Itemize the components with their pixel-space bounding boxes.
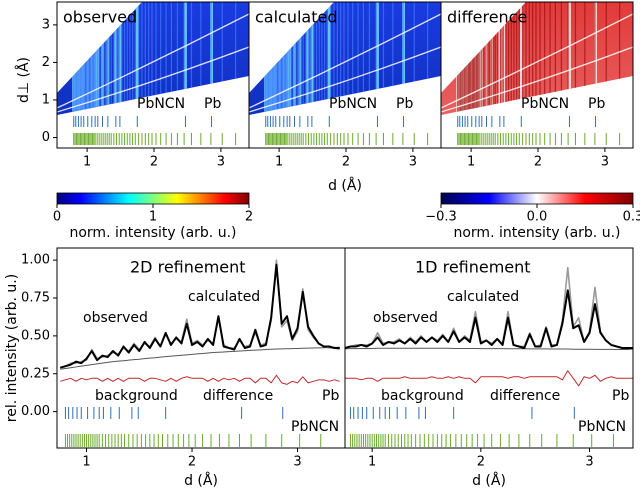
panel-title: difference bbox=[447, 8, 527, 27]
x-tick-label: 1 bbox=[467, 155, 475, 170]
powder-line bbox=[441, 13, 633, 109]
powder-line bbox=[249, 13, 441, 109]
colorbar-tick-label: 0 bbox=[53, 210, 61, 225]
x-tick-label: 2 bbox=[188, 455, 196, 470]
series-label: difference bbox=[203, 388, 273, 404]
series-label: observed bbox=[373, 310, 438, 326]
x-tick-label: 2 bbox=[477, 455, 485, 470]
colorbar-tick-label: 1 bbox=[149, 210, 157, 225]
y-tick-label: 1.00 bbox=[21, 253, 50, 268]
series-label: calculated bbox=[188, 289, 260, 305]
series-line bbox=[345, 347, 633, 351]
phase-label: PbNCN bbox=[329, 96, 377, 112]
phase-label: Pb bbox=[204, 96, 221, 112]
powder-line bbox=[57, 46, 249, 113]
x-tick-label: 3 bbox=[293, 455, 301, 470]
x-tick-label: 1 bbox=[275, 155, 283, 170]
y-tick-label: 0.50 bbox=[21, 328, 50, 343]
panel-frame bbox=[440, 1, 634, 149]
x-tick-label: 3 bbox=[585, 455, 593, 470]
colorbar-label: norm. intensity (arb. u.) bbox=[69, 225, 236, 241]
series-line bbox=[345, 370, 633, 387]
x-tick-label: 3 bbox=[409, 155, 417, 170]
x-tick-label: 2 bbox=[342, 155, 350, 170]
colorbar-tick-label: 2 bbox=[245, 210, 253, 225]
phase-label: Pb bbox=[322, 388, 339, 404]
powder-line bbox=[57, 13, 249, 109]
colorbar-tick-label: −0.3 bbox=[425, 210, 457, 225]
x-tick-label: 2 bbox=[534, 155, 542, 170]
colorbar bbox=[440, 192, 634, 205]
y-axis-label: rel. intensity (arb. u.) bbox=[4, 274, 20, 422]
y-tick-label: 2 bbox=[42, 55, 50, 70]
powder-line bbox=[249, 46, 441, 113]
phase-label: Pb bbox=[588, 96, 605, 112]
series-line bbox=[59, 263, 340, 369]
powder-line bbox=[441, 46, 633, 113]
phase-label: Pb bbox=[396, 96, 413, 112]
series-label: calculated bbox=[447, 289, 519, 305]
colorbar-tick-label: 0.0 bbox=[527, 210, 548, 225]
y-tick-label: 0.25 bbox=[21, 366, 50, 381]
x-axis-label: d (Å) bbox=[184, 472, 218, 489]
series-label: difference bbox=[490, 388, 560, 404]
y-tick-label: 0.75 bbox=[21, 291, 50, 306]
phase-label: PbNCN bbox=[291, 419, 339, 435]
x-tick-label: 2 bbox=[150, 155, 158, 170]
phase-label: PbNCN bbox=[521, 96, 569, 112]
y-tick-label: 1 bbox=[42, 92, 50, 107]
line-panel bbox=[59, 259, 340, 447]
line-panel bbox=[345, 266, 633, 447]
colorbar-label: norm. intensity (arb. u.) bbox=[453, 225, 620, 241]
series-line bbox=[345, 289, 633, 349]
panel-title: calculated bbox=[255, 8, 338, 27]
colorbar bbox=[56, 192, 250, 205]
series-line bbox=[60, 374, 340, 385]
x-tick-label: 3 bbox=[601, 155, 609, 170]
x-tick-label: 3 bbox=[217, 155, 225, 170]
series-line bbox=[60, 346, 340, 370]
series-label: background bbox=[95, 388, 178, 404]
y-tick-label: 3 bbox=[42, 17, 50, 32]
x-tick-label: 1 bbox=[82, 455, 90, 470]
series-line bbox=[345, 266, 633, 351]
phase-label: Pb bbox=[612, 388, 629, 404]
x-tick-label: 1 bbox=[83, 155, 91, 170]
x-axis-label: d (Å) bbox=[472, 472, 506, 489]
series-label: observed bbox=[83, 310, 148, 326]
phase-label: PbNCN bbox=[578, 419, 626, 435]
x-axis-label: d (Å) bbox=[328, 177, 362, 194]
panel-title: 2D refinement bbox=[130, 258, 246, 277]
y-tick-label: 0.00 bbox=[21, 404, 50, 419]
panel-frame bbox=[344, 247, 634, 449]
panel-title: observed bbox=[63, 8, 137, 27]
series-label: background bbox=[381, 388, 464, 404]
colorbar-tick-label: 0.3 bbox=[623, 210, 640, 225]
x-tick-label: 1 bbox=[368, 455, 376, 470]
y-axis-label: d⊥ (Å) bbox=[15, 57, 32, 103]
y-tick-label: 0 bbox=[42, 130, 50, 145]
phase-label: PbNCN bbox=[137, 96, 185, 112]
panel-title: 1D refinement bbox=[415, 258, 531, 277]
